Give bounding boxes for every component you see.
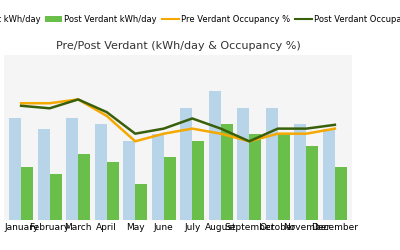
Bar <box>294 124 306 220</box>
Bar <box>95 124 107 220</box>
Bar <box>306 146 318 220</box>
Bar <box>278 134 290 220</box>
Bar <box>123 141 135 220</box>
Bar <box>9 118 21 220</box>
Bar <box>192 141 204 220</box>
Bar <box>249 134 261 220</box>
Bar <box>50 174 62 220</box>
Bar <box>323 129 335 220</box>
Bar <box>209 91 221 220</box>
Bar <box>152 134 164 220</box>
Bar <box>266 108 278 220</box>
Bar <box>221 124 233 220</box>
Bar <box>38 129 50 220</box>
Bar <box>237 108 249 220</box>
Bar <box>78 154 90 220</box>
Title: Pre/Post Verdant (kWh/day & Occupancy %): Pre/Post Verdant (kWh/day & Occupancy %) <box>56 42 300 51</box>
Bar <box>21 167 33 220</box>
Legend: Pre Verdant kWh/day, Post Verdant kWh/day, Pre Verdant Occupancy %, Post Verdant: Pre Verdant kWh/day, Post Verdant kWh/da… <box>0 12 400 27</box>
Bar <box>164 157 176 220</box>
Bar <box>107 162 119 220</box>
Bar <box>66 118 78 220</box>
Bar <box>135 184 147 220</box>
Bar <box>335 167 347 220</box>
Bar <box>180 108 192 220</box>
